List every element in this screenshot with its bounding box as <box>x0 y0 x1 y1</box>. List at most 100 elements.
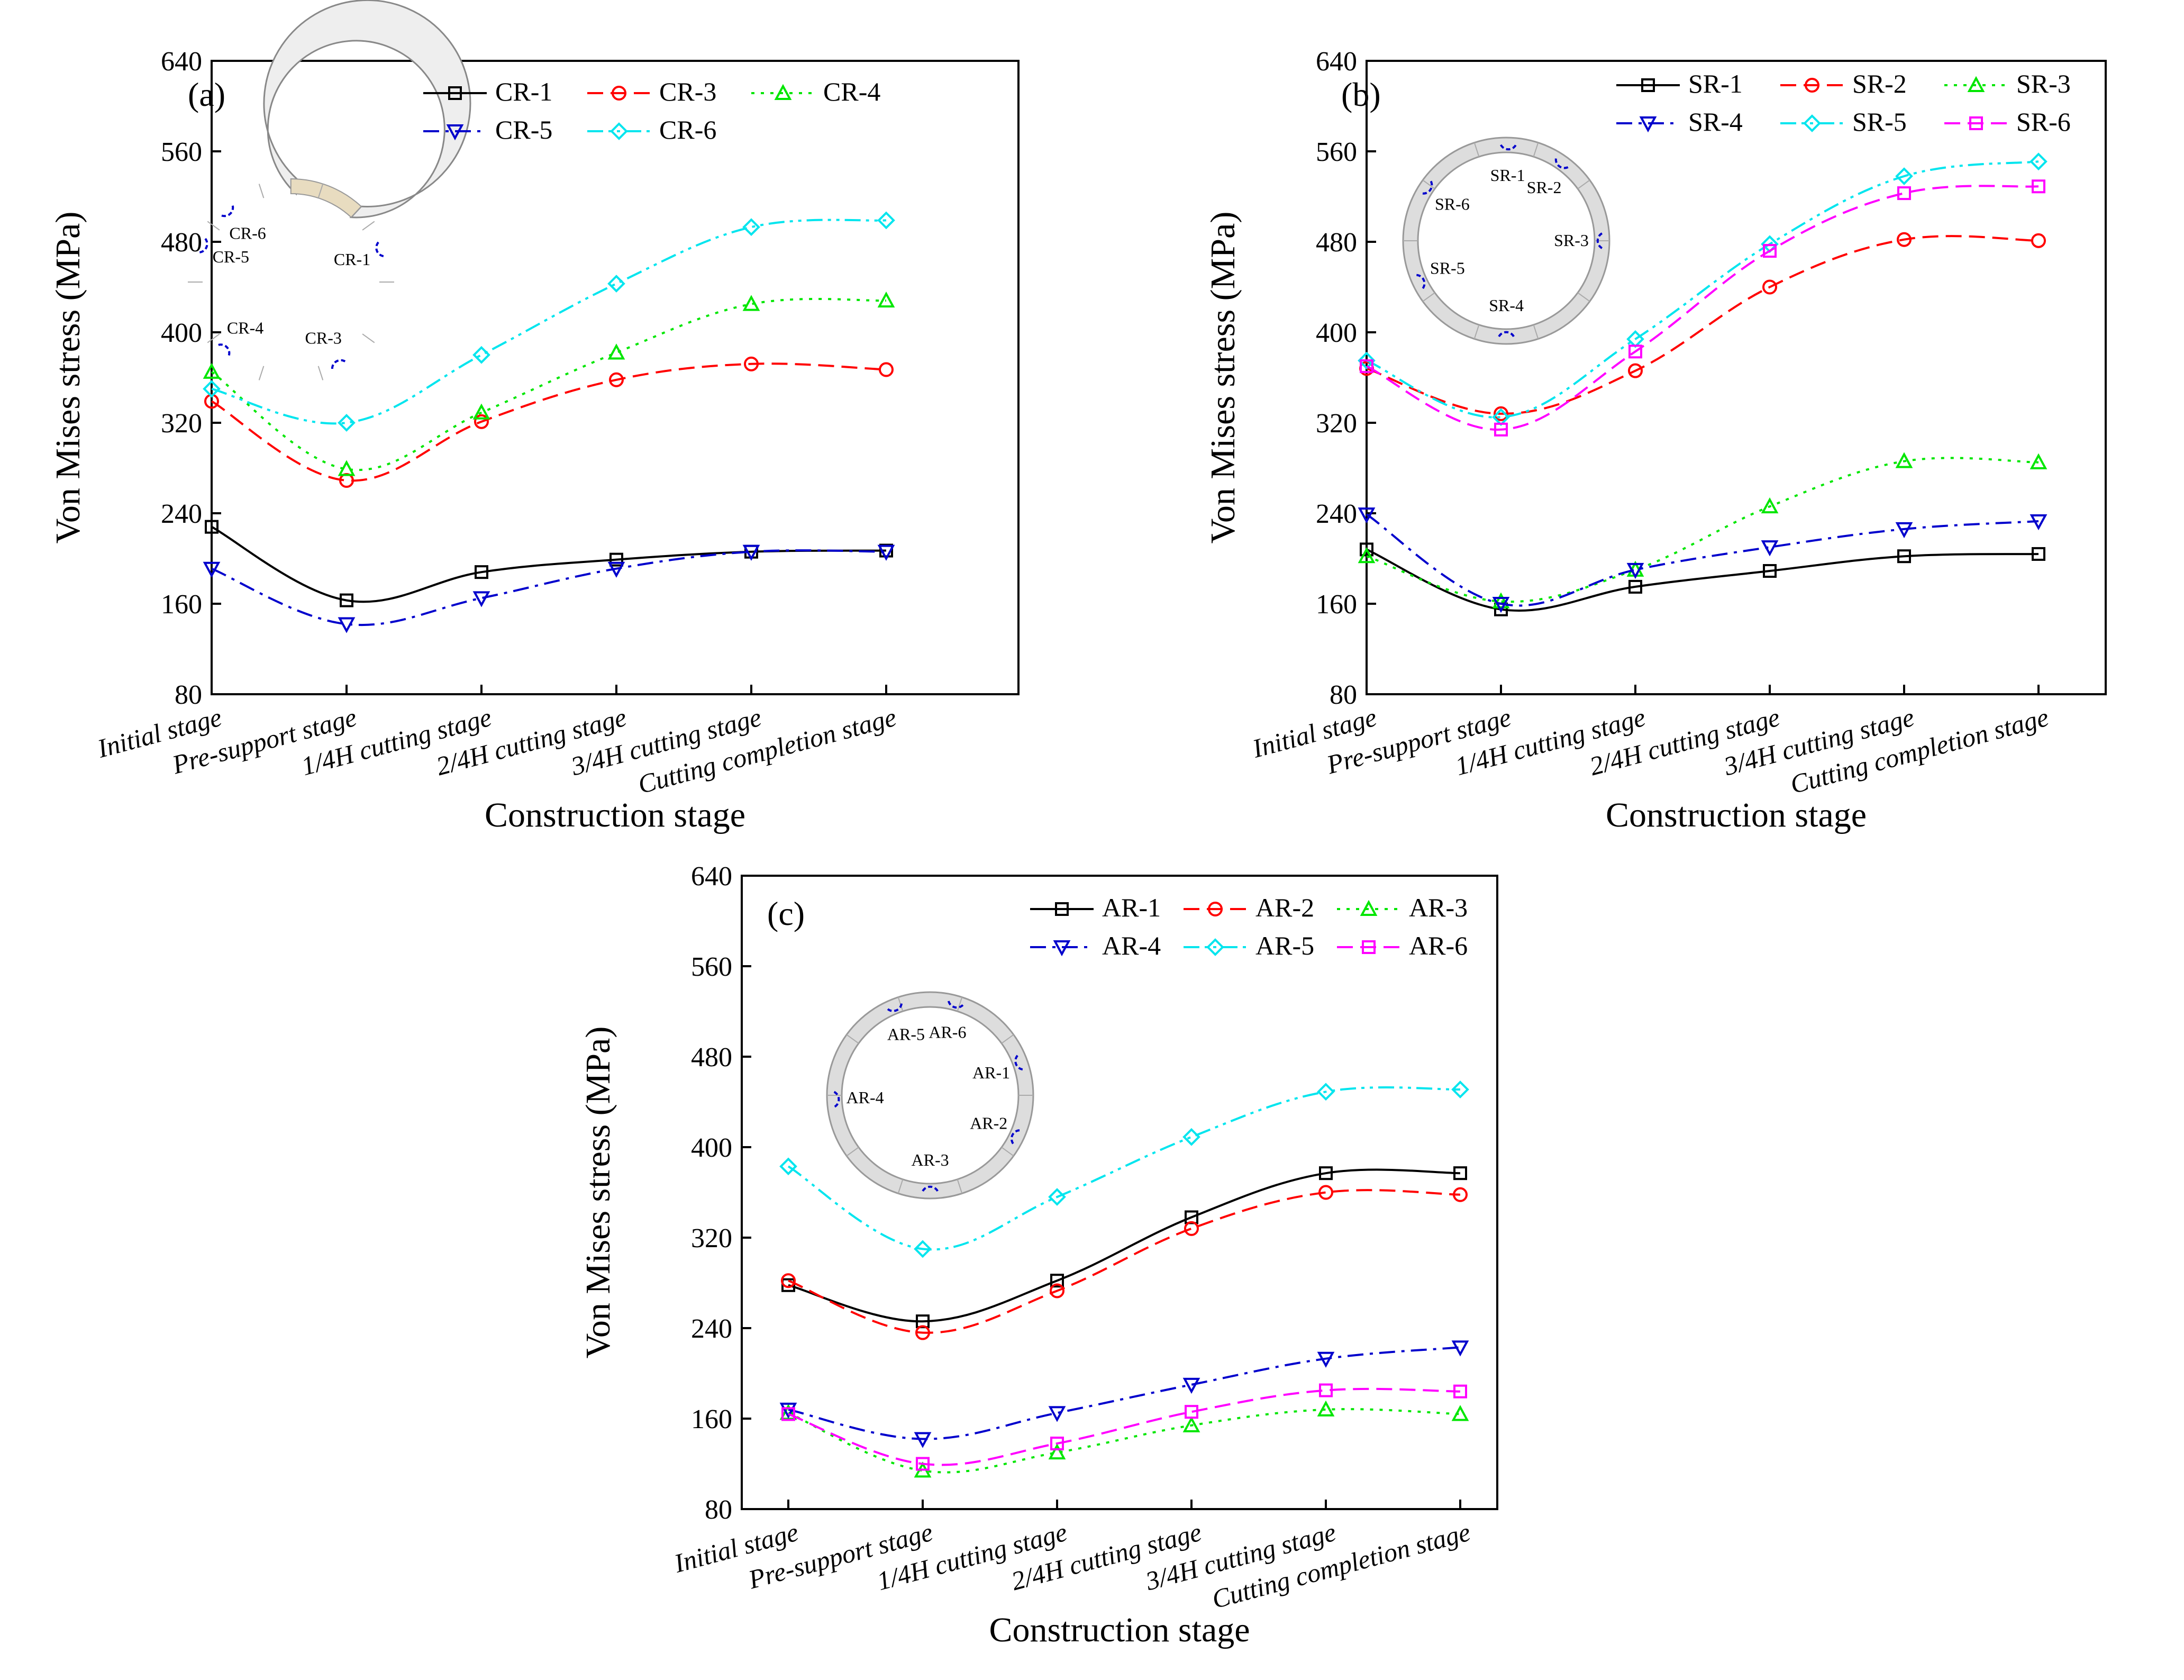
legend-marker <box>612 86 626 101</box>
legend-label: AR-4 <box>1102 931 1161 960</box>
legend: AR-1 AR-2 AR-3 AR-4 AR-5 AR-6 <box>1030 893 1468 960</box>
legend-item: CR-1 <box>423 77 552 106</box>
data-point <box>2031 233 2046 248</box>
inset-joint <box>1533 324 1539 339</box>
data-point <box>1494 406 1508 421</box>
legend-item: CR-4 <box>751 77 880 106</box>
data-point <box>1358 507 1376 524</box>
data-point <box>1317 1400 1335 1416</box>
data-point <box>1628 344 1642 359</box>
series-ar-4 <box>779 1340 1469 1448</box>
panel-label: (a) <box>188 76 225 113</box>
series-line <box>1366 548 2039 612</box>
series-ar-6 <box>781 1383 1467 1471</box>
series-line <box>211 525 887 603</box>
series-line <box>1366 457 2039 603</box>
data-point <box>1318 1185 1333 1200</box>
plot-frame <box>211 60 1020 695</box>
legend-label: CR-1 <box>495 77 552 106</box>
data-point <box>1453 1384 1467 1399</box>
series-line <box>1366 513 2039 607</box>
data-point <box>474 414 489 429</box>
data-point <box>1050 1283 1064 1298</box>
inset-ring <box>263 0 471 219</box>
series-sr-6 <box>1360 179 2045 437</box>
data-point <box>609 372 624 387</box>
data-point <box>742 218 760 237</box>
plot-frame <box>741 875 1498 1510</box>
data-point <box>914 1432 932 1448</box>
legend-item: CR-6 <box>587 115 716 144</box>
data-point <box>1897 549 1911 564</box>
y-tick-label: 320 <box>161 408 202 439</box>
series-sr-4 <box>1358 507 2048 613</box>
inset-label: SR-4 <box>1489 296 1524 315</box>
legend-marker <box>1055 902 1069 916</box>
data-point <box>781 1273 796 1288</box>
data-point <box>2032 179 2045 194</box>
data-point <box>877 211 895 230</box>
inset-label: AR-3 <box>912 1150 949 1169</box>
x-axis-title: Construction stage <box>989 1611 1250 1649</box>
y-tick-label: 400 <box>691 1133 732 1163</box>
inset-gauge-mark <box>1596 232 1603 249</box>
panel-b: 80 160 240 320 400 480 560 640 Von Mises stress … <box>1204 47 2107 834</box>
data-point <box>472 403 490 420</box>
legend-item: SR-5 <box>1780 107 1907 137</box>
legend-marker <box>1360 900 1378 916</box>
data-point <box>1358 351 1376 370</box>
inset-joint <box>957 997 963 1012</box>
data-point <box>779 1402 797 1419</box>
y-tick-label: 160 <box>161 589 202 620</box>
data-point <box>1184 1221 1199 1236</box>
data-point <box>1492 592 1510 609</box>
y-tick-label: 320 <box>691 1223 732 1254</box>
y-tick-label: 480 <box>161 228 202 258</box>
data-point <box>475 565 488 579</box>
y-tick-label: 480 <box>691 1042 732 1073</box>
y-tick-label: 240 <box>1316 499 1357 529</box>
legend-item: AR-1 <box>1030 893 1161 922</box>
inset-joint <box>957 1179 963 1194</box>
data-point <box>1762 279 1777 295</box>
data-point <box>1319 1383 1333 1397</box>
legend-label: AR-6 <box>1409 931 1468 960</box>
data-point <box>1761 540 1779 557</box>
series-cr-4 <box>203 291 895 476</box>
inset-diagram: CR-1 CR-6 CR-5 CR-4 CR-3 <box>188 0 471 380</box>
inset-label: CR-4 <box>227 319 263 338</box>
inset-gauge-mark <box>1416 274 1426 289</box>
data-point <box>1182 1416 1200 1432</box>
data-point <box>742 295 760 311</box>
legend-marker <box>1206 938 1224 956</box>
y-tick-label: 240 <box>691 1314 732 1344</box>
data-point <box>1453 1187 1468 1202</box>
x-axis-title: Construction stage <box>485 796 745 834</box>
y-tick-label: 80 <box>175 680 202 710</box>
y-tick-label: 560 <box>161 137 202 167</box>
series-line <box>1366 160 2039 419</box>
data-point <box>877 544 895 561</box>
legend-item: AR-6 <box>1337 931 1468 960</box>
series-line <box>788 1387 1461 1466</box>
data-point <box>203 561 221 578</box>
y-tick-label: 160 <box>691 1404 732 1434</box>
inset-joint <box>1422 292 1435 302</box>
inset-gauge-mark <box>1422 180 1433 195</box>
inset-joint <box>1001 1034 1014 1044</box>
y-tick-label: 80 <box>1330 680 1357 710</box>
data-point <box>1492 597 1510 613</box>
y-axis-title: Von Mises stress (MPa) <box>579 1027 617 1359</box>
inset-label: AR-2 <box>970 1114 1007 1133</box>
inset-joint <box>362 221 375 231</box>
inset-cut-section <box>290 178 362 219</box>
data-point <box>779 1404 797 1420</box>
series-line <box>1366 235 2039 415</box>
legend-label: SR-6 <box>2016 107 2071 137</box>
data-point <box>781 1407 795 1421</box>
data-point <box>340 593 353 607</box>
legend-marker <box>1967 76 1985 92</box>
data-point <box>1763 564 1777 578</box>
y-axis-title: Von Mises stress (MPa) <box>49 212 87 544</box>
